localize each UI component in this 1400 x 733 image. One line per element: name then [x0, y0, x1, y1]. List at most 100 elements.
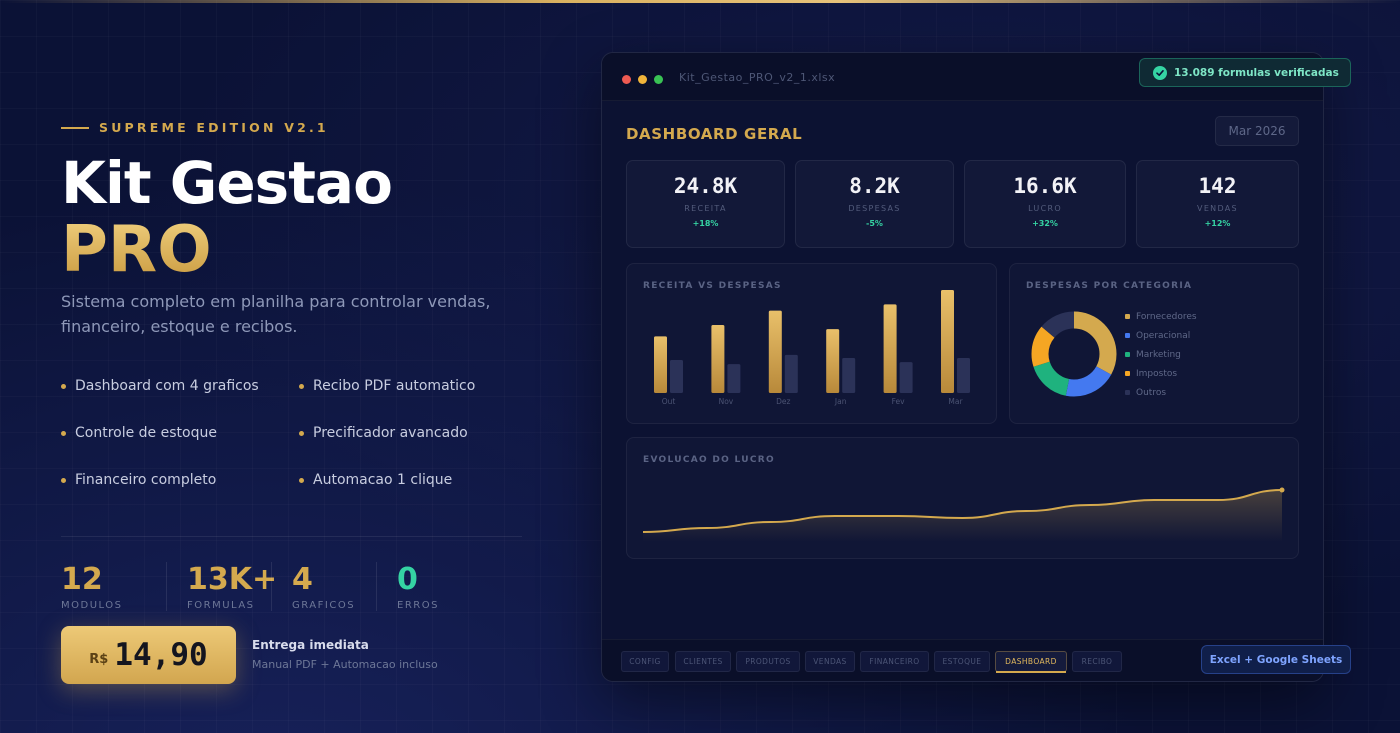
stat-value: 4: [292, 562, 313, 597]
bar-despesas: [957, 357, 970, 393]
delivery-info: Entrega imediata Manual PDF + Automacao …: [252, 638, 438, 671]
stat-errors: 0 ERROS: [376, 562, 501, 611]
feature-list: Dashboard com 4 graficos Recibo PDF auto…: [61, 377, 531, 489]
spreadsheet-window: Kit_Gestao_PRO_v2_1.xlsx DASHBOARD GERAL…: [601, 52, 1324, 682]
delivery-title: Entrega imediata: [252, 638, 369, 652]
bar-month-label: Mar: [948, 397, 963, 406]
kpi-value: 8.2K: [849, 174, 900, 198]
category-legend: Fornecedores Operacional Marketing Impostos…: [1125, 307, 1197, 402]
price-button[interactable]: R$ 14,90: [61, 626, 236, 684]
legend-swatch: [1125, 314, 1130, 319]
stat-label: GRAFICOS: [292, 600, 356, 611]
bullet-icon: [61, 477, 66, 483]
window-filename: Kit_Gestao_PRO_v2_1.xlsx: [679, 71, 836, 84]
legend-swatch: [1125, 352, 1130, 357]
bar-month-label: Nov: [719, 397, 734, 406]
kpi-card-lucro: 16.6K LUCRO +32%: [964, 160, 1126, 248]
price-value: 14,90: [114, 637, 208, 673]
legend-item: Operacional: [1125, 326, 1197, 345]
stat-value: 0: [397, 562, 418, 597]
bar-month-label: Jan: [834, 397, 847, 406]
stat-value: 13K+: [187, 562, 278, 597]
stat-formulas: 13K+ FORMULAS: [166, 562, 291, 611]
close-dot-icon[interactable]: [622, 75, 631, 84]
delivery-subtitle: Manual PDF + Automacao incluso: [252, 658, 438, 671]
bar-receita: [883, 304, 897, 393]
kpi-delta: +12%: [1204, 219, 1231, 228]
category-chart-panel: DESPESAS POR CATEGORIA Fornecedores Opera…: [1009, 263, 1299, 424]
feature-item: Automacao 1 clique: [299, 471, 531, 489]
tab-clientes[interactable]: CLIENTES: [675, 651, 731, 672]
tab-config[interactable]: CONFIG: [621, 651, 669, 672]
tab-produtos[interactable]: PRODUTOS: [736, 651, 800, 672]
donut-slice: [1031, 311, 1117, 397]
period-selector[interactable]: Mar 2026: [1215, 116, 1299, 146]
profit-line: [642, 489, 1283, 533]
profit-endpoint: [1279, 487, 1285, 493]
bullet-icon: [61, 383, 66, 389]
stat-modules: 12 MODULOS: [61, 562, 186, 611]
revenue-chart-title: RECEITA VS DESPESAS: [643, 281, 782, 291]
legend-item: Impostos: [1125, 364, 1197, 383]
feature-item: Precificador avancado: [299, 424, 531, 442]
bar-despesas: [670, 360, 683, 393]
legend-label: Outros: [1136, 387, 1167, 398]
bar-receita: [711, 325, 725, 393]
kpi-value: 142: [1198, 174, 1237, 198]
platforms-badge: Excel + Google Sheets: [1201, 645, 1351, 674]
kpi-card-despesas: 8.2K DESPESAS -5%: [795, 160, 954, 248]
edition-tag: SUPREME EDITION V2.1: [61, 120, 329, 135]
tab-dashboard[interactable]: DASHBOARD: [995, 651, 1067, 673]
tab-estoque[interactable]: ESTOQUE: [934, 651, 990, 672]
legend-label: Operacional: [1136, 330, 1191, 341]
kpi-card-receita: 24.8K RECEITA +18%: [626, 160, 785, 248]
tab-financeiro[interactable]: FINANCEIRO: [860, 651, 929, 672]
legend-item: Outros: [1125, 383, 1197, 402]
bullet-icon: [299, 430, 304, 436]
feature-label: Dashboard com 4 graficos: [75, 378, 259, 394]
bar-despesas: [727, 364, 741, 393]
dashboard-title: DASHBOARD GERAL: [626, 125, 803, 143]
feature-item: Recibo PDF automatico: [299, 377, 531, 395]
tab-vendas[interactable]: VENDAS: [805, 651, 855, 672]
feature-label: Automacao 1 clique: [313, 472, 453, 488]
feature-item: Dashboard com 4 graficos: [61, 377, 299, 395]
bar-month-label: Out: [662, 397, 676, 406]
legend-swatch: [1125, 390, 1130, 395]
profit-area: [643, 490, 1282, 542]
maximize-dot-icon[interactable]: [654, 75, 663, 84]
bar-despesas: [784, 354, 798, 393]
stat-label: MODULOS: [61, 600, 123, 611]
revenue-chart-panel: RECEITA VS DESPESAS Out Nov Dez Jan Fev Mar: [626, 263, 997, 424]
kpi-delta: -5%: [866, 219, 883, 228]
legend-swatch: [1125, 333, 1130, 338]
feature-item: Financeiro completo: [61, 471, 299, 489]
category-donut-chart: [1031, 311, 1117, 397]
hero-title: Kit Gestao: [61, 149, 393, 217]
bar-receita: [941, 290, 954, 393]
top-accent-line: [0, 0, 1400, 3]
bullet-icon: [61, 430, 66, 436]
hero-title-accent: PRO: [61, 213, 212, 287]
legend-item: Marketing: [1125, 345, 1197, 364]
minimize-dot-icon[interactable]: [638, 75, 647, 84]
kpi-delta: +32%: [1032, 219, 1058, 228]
bar-receita: [826, 329, 840, 393]
bar-despesas: [899, 362, 913, 393]
bullet-icon: [299, 477, 304, 483]
legend-label: Impostos: [1136, 368, 1178, 379]
donut-slice: [1031, 311, 1117, 397]
bullet-icon: [299, 383, 304, 389]
verified-badge: 13.089 formulas verificadas: [1139, 58, 1351, 87]
legend-item: Fornecedores: [1125, 307, 1197, 326]
hero-subtitle: Sistema completo em planilha para contro…: [61, 292, 491, 336]
kpi-delta: +18%: [692, 219, 719, 228]
divider: [61, 536, 522, 537]
legend-swatch: [1125, 371, 1130, 376]
kpi-card-vendas: 142 VENDAS +12%: [1136, 160, 1299, 248]
revenue-bar-chart: Out Nov Dez Jan Fev Mar: [654, 290, 970, 406]
tab-recibo[interactable]: RECIBO: [1072, 651, 1122, 672]
legend-label: Marketing: [1136, 349, 1181, 360]
kpi-value: 24.8K: [673, 174, 738, 198]
stat-value: 12: [61, 562, 103, 597]
